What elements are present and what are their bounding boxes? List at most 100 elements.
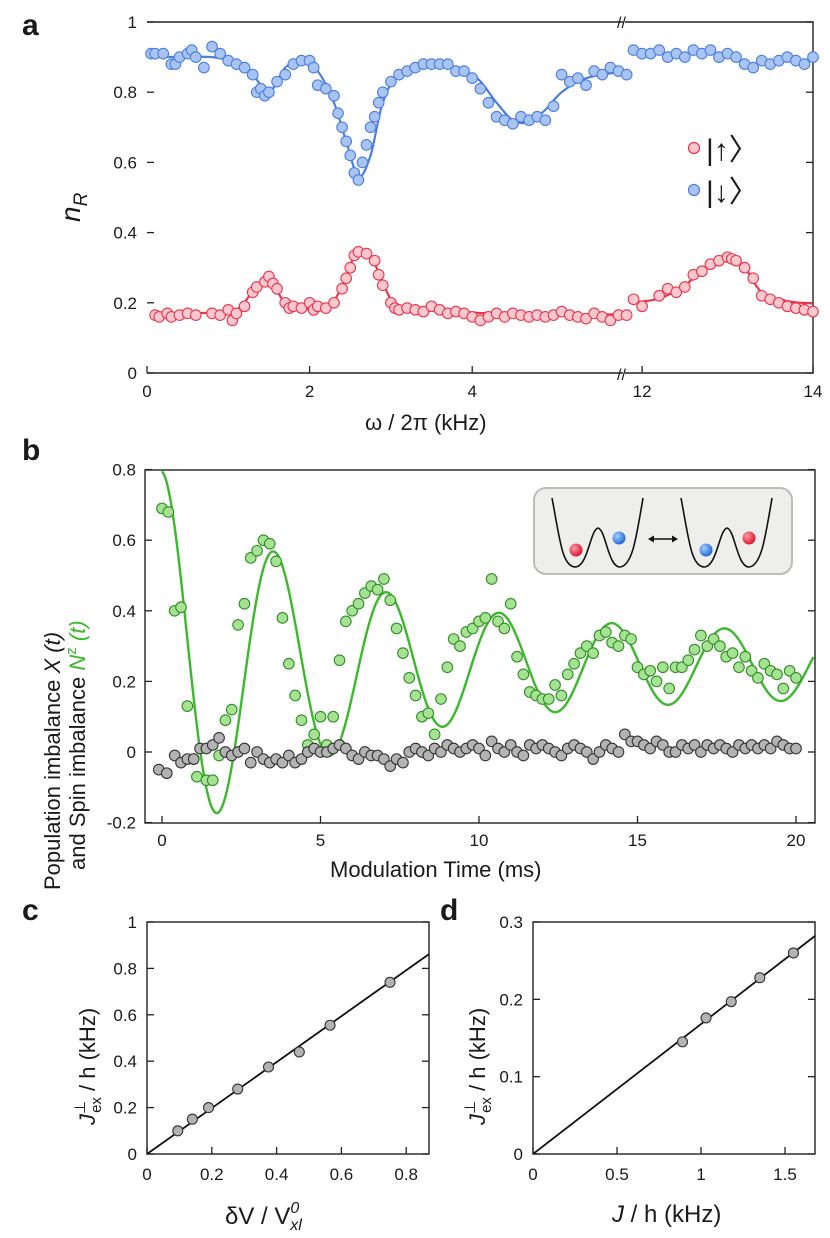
down-point xyxy=(368,110,381,123)
up-point xyxy=(738,261,751,274)
down-point xyxy=(328,89,340,102)
up-point xyxy=(670,286,683,299)
a-xtick-label: 14 xyxy=(804,382,823,401)
up-point xyxy=(295,302,308,314)
up-point xyxy=(238,300,251,313)
panel-d-point xyxy=(787,947,799,959)
up-point xyxy=(417,305,430,318)
b-xtick-label: 0 xyxy=(157,831,166,850)
down-point xyxy=(340,135,353,148)
atom-red-left xyxy=(569,543,583,557)
spin-point xyxy=(333,654,346,667)
up-point xyxy=(189,309,202,321)
spin-point xyxy=(777,682,790,695)
a-ytick-label: 0.2 xyxy=(113,294,137,313)
spin-point xyxy=(435,693,447,705)
spin-point xyxy=(232,619,244,631)
down-point xyxy=(263,86,275,99)
down-point xyxy=(214,47,227,60)
down-point xyxy=(320,82,332,95)
down-point xyxy=(364,121,377,134)
d-xtick-label: 0 xyxy=(528,1165,537,1184)
axis-break-top: // xyxy=(617,15,626,32)
c-ytick-label: 0.4 xyxy=(113,1052,137,1071)
inset-box xyxy=(533,487,793,575)
up-point xyxy=(376,279,389,292)
b-xtick-label: 15 xyxy=(628,831,647,850)
panel-a-xlabel: ω / 2π (kHz) xyxy=(365,410,487,435)
panel-b-ylabel-line1: Population imbalance X (t) xyxy=(40,632,65,890)
down-point xyxy=(271,75,283,88)
spin-point xyxy=(397,647,409,660)
c-xtick-label: 0.6 xyxy=(330,1165,354,1184)
up-point xyxy=(250,281,263,293)
down-point xyxy=(238,61,251,74)
d-ytick-label: 0.2 xyxy=(499,990,523,1009)
down-point xyxy=(344,149,357,162)
spin-point xyxy=(340,615,352,628)
spin-point xyxy=(263,537,276,550)
a-xtick-label: 2 xyxy=(305,382,314,401)
spin-point xyxy=(688,643,701,656)
a-ytick-label: 0 xyxy=(128,364,137,383)
down-point xyxy=(466,72,479,85)
panel-d-frame xyxy=(532,921,816,1155)
spin-point xyxy=(454,640,466,652)
up-point xyxy=(214,309,227,321)
panel-d-fit-line xyxy=(533,934,815,1154)
up-point xyxy=(604,314,617,327)
spin-point xyxy=(625,633,638,645)
a-xtick-label: 12 xyxy=(633,382,652,401)
down-point xyxy=(807,51,819,63)
down-point xyxy=(372,96,385,109)
population-point xyxy=(397,756,409,769)
spin-point xyxy=(225,703,238,716)
population-point xyxy=(612,746,625,758)
population-point xyxy=(244,756,257,769)
down-point xyxy=(376,86,389,99)
spin-point xyxy=(663,682,676,695)
spin-point xyxy=(409,689,422,702)
panel-c-point xyxy=(293,1046,305,1058)
panel-c-xlabel: δV / V0 xl xyxy=(225,1200,302,1233)
panel-d: d 0 0.5 1 1.5 0 0.1 0.2 0.3 J / h (kHz) J⊥ex / … xyxy=(440,894,816,1228)
down-point xyxy=(572,72,584,85)
panel-d-points xyxy=(676,947,799,1048)
spin-point xyxy=(498,622,511,635)
up-point xyxy=(360,247,373,260)
panel-c-frame xyxy=(146,921,430,1155)
double-arrow-icon xyxy=(648,535,678,543)
spin-point xyxy=(682,654,695,667)
up-point xyxy=(636,300,648,313)
spin-point xyxy=(181,700,194,712)
spin-point xyxy=(555,689,568,702)
spin-point xyxy=(650,675,663,688)
spin-point xyxy=(276,612,289,624)
b-ytick-label: 0.4 xyxy=(112,602,136,621)
down-point xyxy=(336,121,348,134)
spin-point xyxy=(612,640,625,652)
panel-c-point xyxy=(172,1125,184,1137)
up-point xyxy=(320,302,332,314)
spin-point xyxy=(644,664,657,677)
down-point xyxy=(360,139,373,151)
panel-b-points xyxy=(152,502,802,787)
spin-point xyxy=(695,629,707,642)
atom-blue-left xyxy=(612,531,626,545)
up-point xyxy=(336,282,348,295)
a-ytick-label: 0.8 xyxy=(113,83,137,102)
b-xtick-label: 5 xyxy=(316,831,325,850)
b-ytick-label: 0.6 xyxy=(112,531,136,550)
spin-point xyxy=(441,661,454,674)
up-point xyxy=(678,281,691,293)
population-point xyxy=(187,753,200,765)
panel-a: a // // 0 2 4 12 14 0 0.2 0.4 0.6 0.8 1 ω / 2π (kH… xyxy=(22,9,822,435)
down-point xyxy=(596,68,609,81)
up-point xyxy=(627,293,640,306)
panel-d-ticks: 0 0.5 1 1.5 0 0.1 0.2 0.3 xyxy=(499,913,815,1184)
spin-point xyxy=(542,693,555,705)
panel-b-label: b xyxy=(22,434,40,467)
a-ytick-label: 0.6 xyxy=(113,153,137,172)
up-point xyxy=(271,282,283,295)
